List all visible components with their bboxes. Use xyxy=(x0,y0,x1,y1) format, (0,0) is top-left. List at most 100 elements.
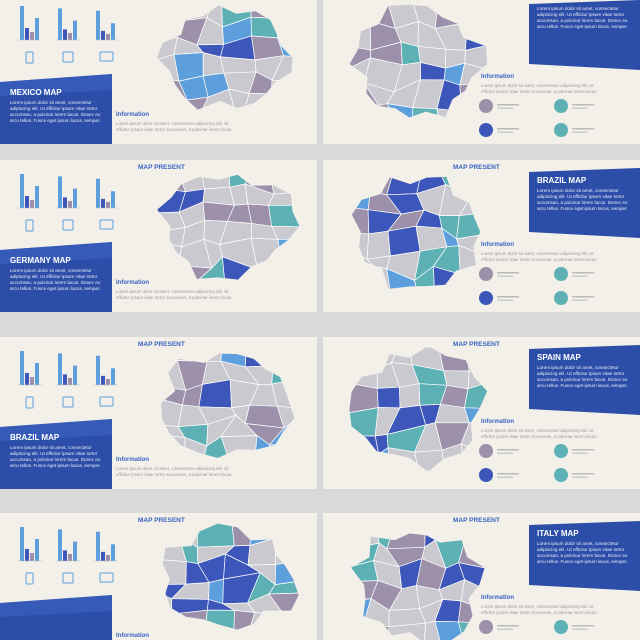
icon-caption xyxy=(497,131,513,133)
map-region xyxy=(349,346,378,370)
info-label: Information xyxy=(481,595,514,601)
map-region xyxy=(250,5,285,19)
info-label: Information xyxy=(481,74,514,80)
map-region xyxy=(268,204,300,228)
deco-bar xyxy=(96,531,100,561)
info-text: Lorem ipsum dolor sit amet, consectetur … xyxy=(116,466,233,477)
info-text: Lorem ipsum dolor sit amet, consectetur … xyxy=(481,604,598,615)
map-region xyxy=(351,560,379,583)
map-region xyxy=(268,444,295,459)
map-region xyxy=(438,346,470,372)
deco-bar xyxy=(106,33,110,40)
map xyxy=(157,174,300,280)
slide-art xyxy=(0,174,300,312)
map xyxy=(157,5,293,110)
map-region xyxy=(271,55,293,82)
banner-shade xyxy=(0,74,112,96)
slide-heading: MAP PRESENT xyxy=(138,341,185,348)
deco-bar xyxy=(111,23,115,40)
info-icon xyxy=(479,444,493,458)
icon-caption xyxy=(572,107,588,109)
device-icon xyxy=(99,572,114,583)
info-label: Information xyxy=(116,633,149,639)
map-region xyxy=(387,225,421,257)
info-label: Information xyxy=(116,280,149,286)
map-region xyxy=(157,5,188,22)
info-icon xyxy=(554,444,568,458)
slide-art xyxy=(0,523,299,640)
icon-caption xyxy=(572,131,588,133)
map xyxy=(351,533,485,640)
map-region xyxy=(162,523,184,548)
deco-bar xyxy=(58,353,62,385)
map-region xyxy=(349,20,372,51)
map-region xyxy=(267,263,300,280)
deco-bar xyxy=(106,378,110,385)
deco-bar xyxy=(68,553,72,561)
map-region xyxy=(351,232,370,260)
map-region xyxy=(399,383,421,409)
icon-caption xyxy=(497,628,513,630)
device-icon xyxy=(62,396,74,408)
icon-caption xyxy=(497,299,513,301)
slide-heading: MAP PRESENT xyxy=(138,164,185,171)
slide-title: BRAZIL MAP xyxy=(537,176,587,185)
info-icon xyxy=(554,468,568,482)
deco-bar xyxy=(25,28,29,40)
deco-bar xyxy=(96,10,100,40)
deco-bar xyxy=(30,32,34,40)
deco-bar xyxy=(30,200,34,208)
map-region xyxy=(274,560,299,586)
map-region xyxy=(349,97,380,118)
info-icon xyxy=(479,620,493,634)
map-region xyxy=(162,613,188,630)
map-region xyxy=(376,386,401,409)
map-region xyxy=(162,535,187,563)
slide-body: Lorem ipsum dolor sit amet, consectetur … xyxy=(537,6,628,29)
slide: MAP PRESENT BRAZIL MAP Lorem ipsum dolor s… xyxy=(323,160,640,312)
deco-bar xyxy=(35,186,39,208)
map-region xyxy=(269,174,300,195)
deco-bar xyxy=(30,553,34,561)
map-region xyxy=(351,176,371,192)
deco-bar xyxy=(58,176,62,208)
map-region xyxy=(277,614,299,630)
map-region xyxy=(349,446,380,472)
map-region xyxy=(277,238,300,267)
map-region xyxy=(197,353,223,362)
deco-bar xyxy=(101,30,105,40)
banner-shade xyxy=(0,419,112,441)
slide-body: Lorem ipsum dolor sit amet, consectetur … xyxy=(537,365,628,388)
deco-bar xyxy=(106,201,110,208)
map-region xyxy=(456,176,481,198)
icon-caption xyxy=(572,296,594,298)
deco-bar xyxy=(20,174,24,208)
icon-caption xyxy=(497,128,519,130)
icon-caption xyxy=(497,296,519,298)
deco-bar xyxy=(96,178,100,208)
map-region xyxy=(198,379,232,409)
slide-title: GERMANY MAP xyxy=(10,256,71,265)
deco-bar xyxy=(20,351,24,385)
slide-heading: MAP PRESENT xyxy=(453,517,500,524)
map-region xyxy=(276,15,293,44)
deco-bar xyxy=(25,196,29,208)
title-banner xyxy=(529,0,640,70)
title-banner xyxy=(529,345,640,415)
map-region xyxy=(157,174,187,193)
slide: MAP PRESENT ITALY MAP Lorem ipsum dolor si… xyxy=(323,513,640,640)
icon-caption xyxy=(572,275,588,277)
slide-body: Lorem ipsum dolor sit amet, consectetur … xyxy=(10,100,101,123)
map-region xyxy=(465,346,488,372)
deco-bar xyxy=(63,550,67,561)
map-region xyxy=(464,44,488,70)
map-region xyxy=(386,103,414,118)
map-region xyxy=(349,365,378,389)
info-label: Information xyxy=(481,419,514,425)
map-region xyxy=(161,353,178,366)
map xyxy=(161,353,295,459)
map-region xyxy=(349,4,371,25)
icon-caption xyxy=(497,104,519,106)
map-region xyxy=(244,353,274,368)
map-region xyxy=(434,621,466,640)
